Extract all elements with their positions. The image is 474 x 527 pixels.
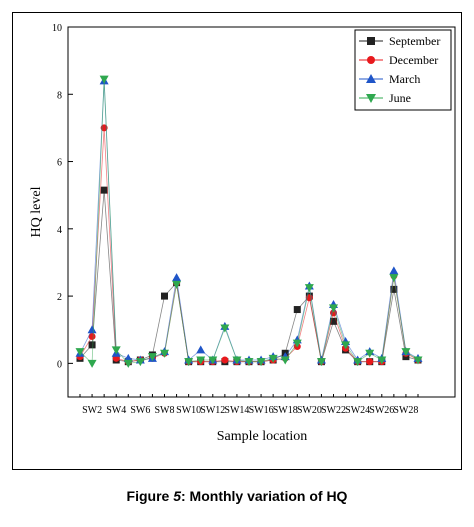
data-point <box>389 274 399 283</box>
caption-prefix: Figure <box>126 488 174 504</box>
data-point <box>293 306 301 314</box>
data-point <box>172 273 182 282</box>
y-axis-title: HQ level <box>29 186 44 237</box>
data-point <box>172 280 182 289</box>
y-tick-label: 8 <box>57 90 62 101</box>
x-tick-label: SW2 <box>82 405 102 416</box>
data-point <box>401 348 411 357</box>
data-point <box>184 358 194 367</box>
legend-marker-march <box>366 74 376 83</box>
caption-number: 5 <box>173 488 181 504</box>
x-axis: SW2 SW4 SW6 SW8 SW10 SW12 SW14 SW16 SW18 SW20 SW22… <box>79 394 419 416</box>
series-june <box>75 75 423 368</box>
series-march <box>75 76 423 364</box>
x-tick-label: SW26 <box>369 405 394 416</box>
legend-label-september: September <box>389 34 440 48</box>
series-line-december <box>79 127 419 363</box>
y-tick-label: 2 <box>57 292 62 303</box>
data-point <box>413 356 423 365</box>
x-tick-label: SW14 <box>224 405 249 416</box>
data-point <box>135 358 145 367</box>
legend-label-december: December <box>389 53 438 67</box>
data-point <box>161 292 168 300</box>
series-december <box>76 124 422 366</box>
legend-marker-december <box>367 56 375 64</box>
data-point <box>99 75 109 84</box>
y-tick-label: 0 <box>57 359 62 370</box>
data-point <box>365 349 375 358</box>
legend: September December March June <box>354 29 452 111</box>
y-axis: 0 2 4 6 8 10 <box>52 23 73 370</box>
x-tick-label: SW18 <box>273 405 298 416</box>
x-tick-label: SW20 <box>297 405 322 416</box>
data-point <box>123 353 133 362</box>
y-tick-label: 10 <box>52 23 62 34</box>
series-line-march <box>79 80 419 361</box>
y-tick-label: 4 <box>57 225 62 236</box>
figure-caption: Figure 5: Monthly variation of HQ <box>0 488 474 504</box>
x-tick-label: SW10 <box>176 405 201 416</box>
data-point <box>75 348 85 357</box>
data-point <box>390 285 398 293</box>
data-point <box>304 284 314 293</box>
data-point <box>87 359 97 368</box>
x-tick-label: SW28 <box>393 405 418 416</box>
legend-label-march: March <box>389 72 420 86</box>
data-point <box>208 356 218 365</box>
data-point <box>87 325 97 334</box>
x-axis-title: Sample location <box>217 429 308 444</box>
x-tick-label: SW4 <box>106 405 126 416</box>
x-tick-label: SW12 <box>200 405 225 416</box>
data-point <box>147 353 157 362</box>
data-point <box>268 354 278 363</box>
y-tick-label: 6 <box>57 158 62 169</box>
data-point <box>160 349 169 358</box>
legend-marker-september <box>367 37 375 45</box>
data-point <box>232 356 242 365</box>
x-tick-label: SW6 <box>130 405 150 416</box>
data-point <box>196 345 206 354</box>
data-point <box>341 341 351 350</box>
series-layer <box>75 75 423 368</box>
legend-label-june: June <box>389 91 411 105</box>
data-point <box>123 359 133 368</box>
data-point <box>196 356 206 365</box>
data-point <box>221 356 229 364</box>
data-point <box>100 186 108 194</box>
data-point <box>88 341 96 349</box>
data-point <box>220 324 230 333</box>
data-point <box>256 358 266 367</box>
data-point <box>316 358 326 367</box>
data-point <box>88 332 96 340</box>
series-line-september <box>79 190 419 363</box>
data-point <box>280 356 290 365</box>
series-line-june <box>79 79 419 365</box>
data-point <box>353 358 363 367</box>
caption-text: : Monthly variation of HQ <box>181 488 348 504</box>
data-point <box>329 304 338 313</box>
data-point <box>389 266 399 275</box>
data-point <box>330 317 337 325</box>
x-tick-label: SW8 <box>155 405 175 416</box>
x-tick-label: SW16 <box>249 405 274 416</box>
data-point <box>377 356 387 365</box>
data-point <box>244 358 254 367</box>
data-point <box>366 358 374 366</box>
series-september <box>76 186 422 366</box>
legend-marker-june <box>366 94 376 103</box>
x-tick-label: SW24 <box>345 405 370 416</box>
x-tick-label: SW22 <box>321 405 346 416</box>
data-point <box>292 339 302 348</box>
data-point <box>111 346 121 355</box>
